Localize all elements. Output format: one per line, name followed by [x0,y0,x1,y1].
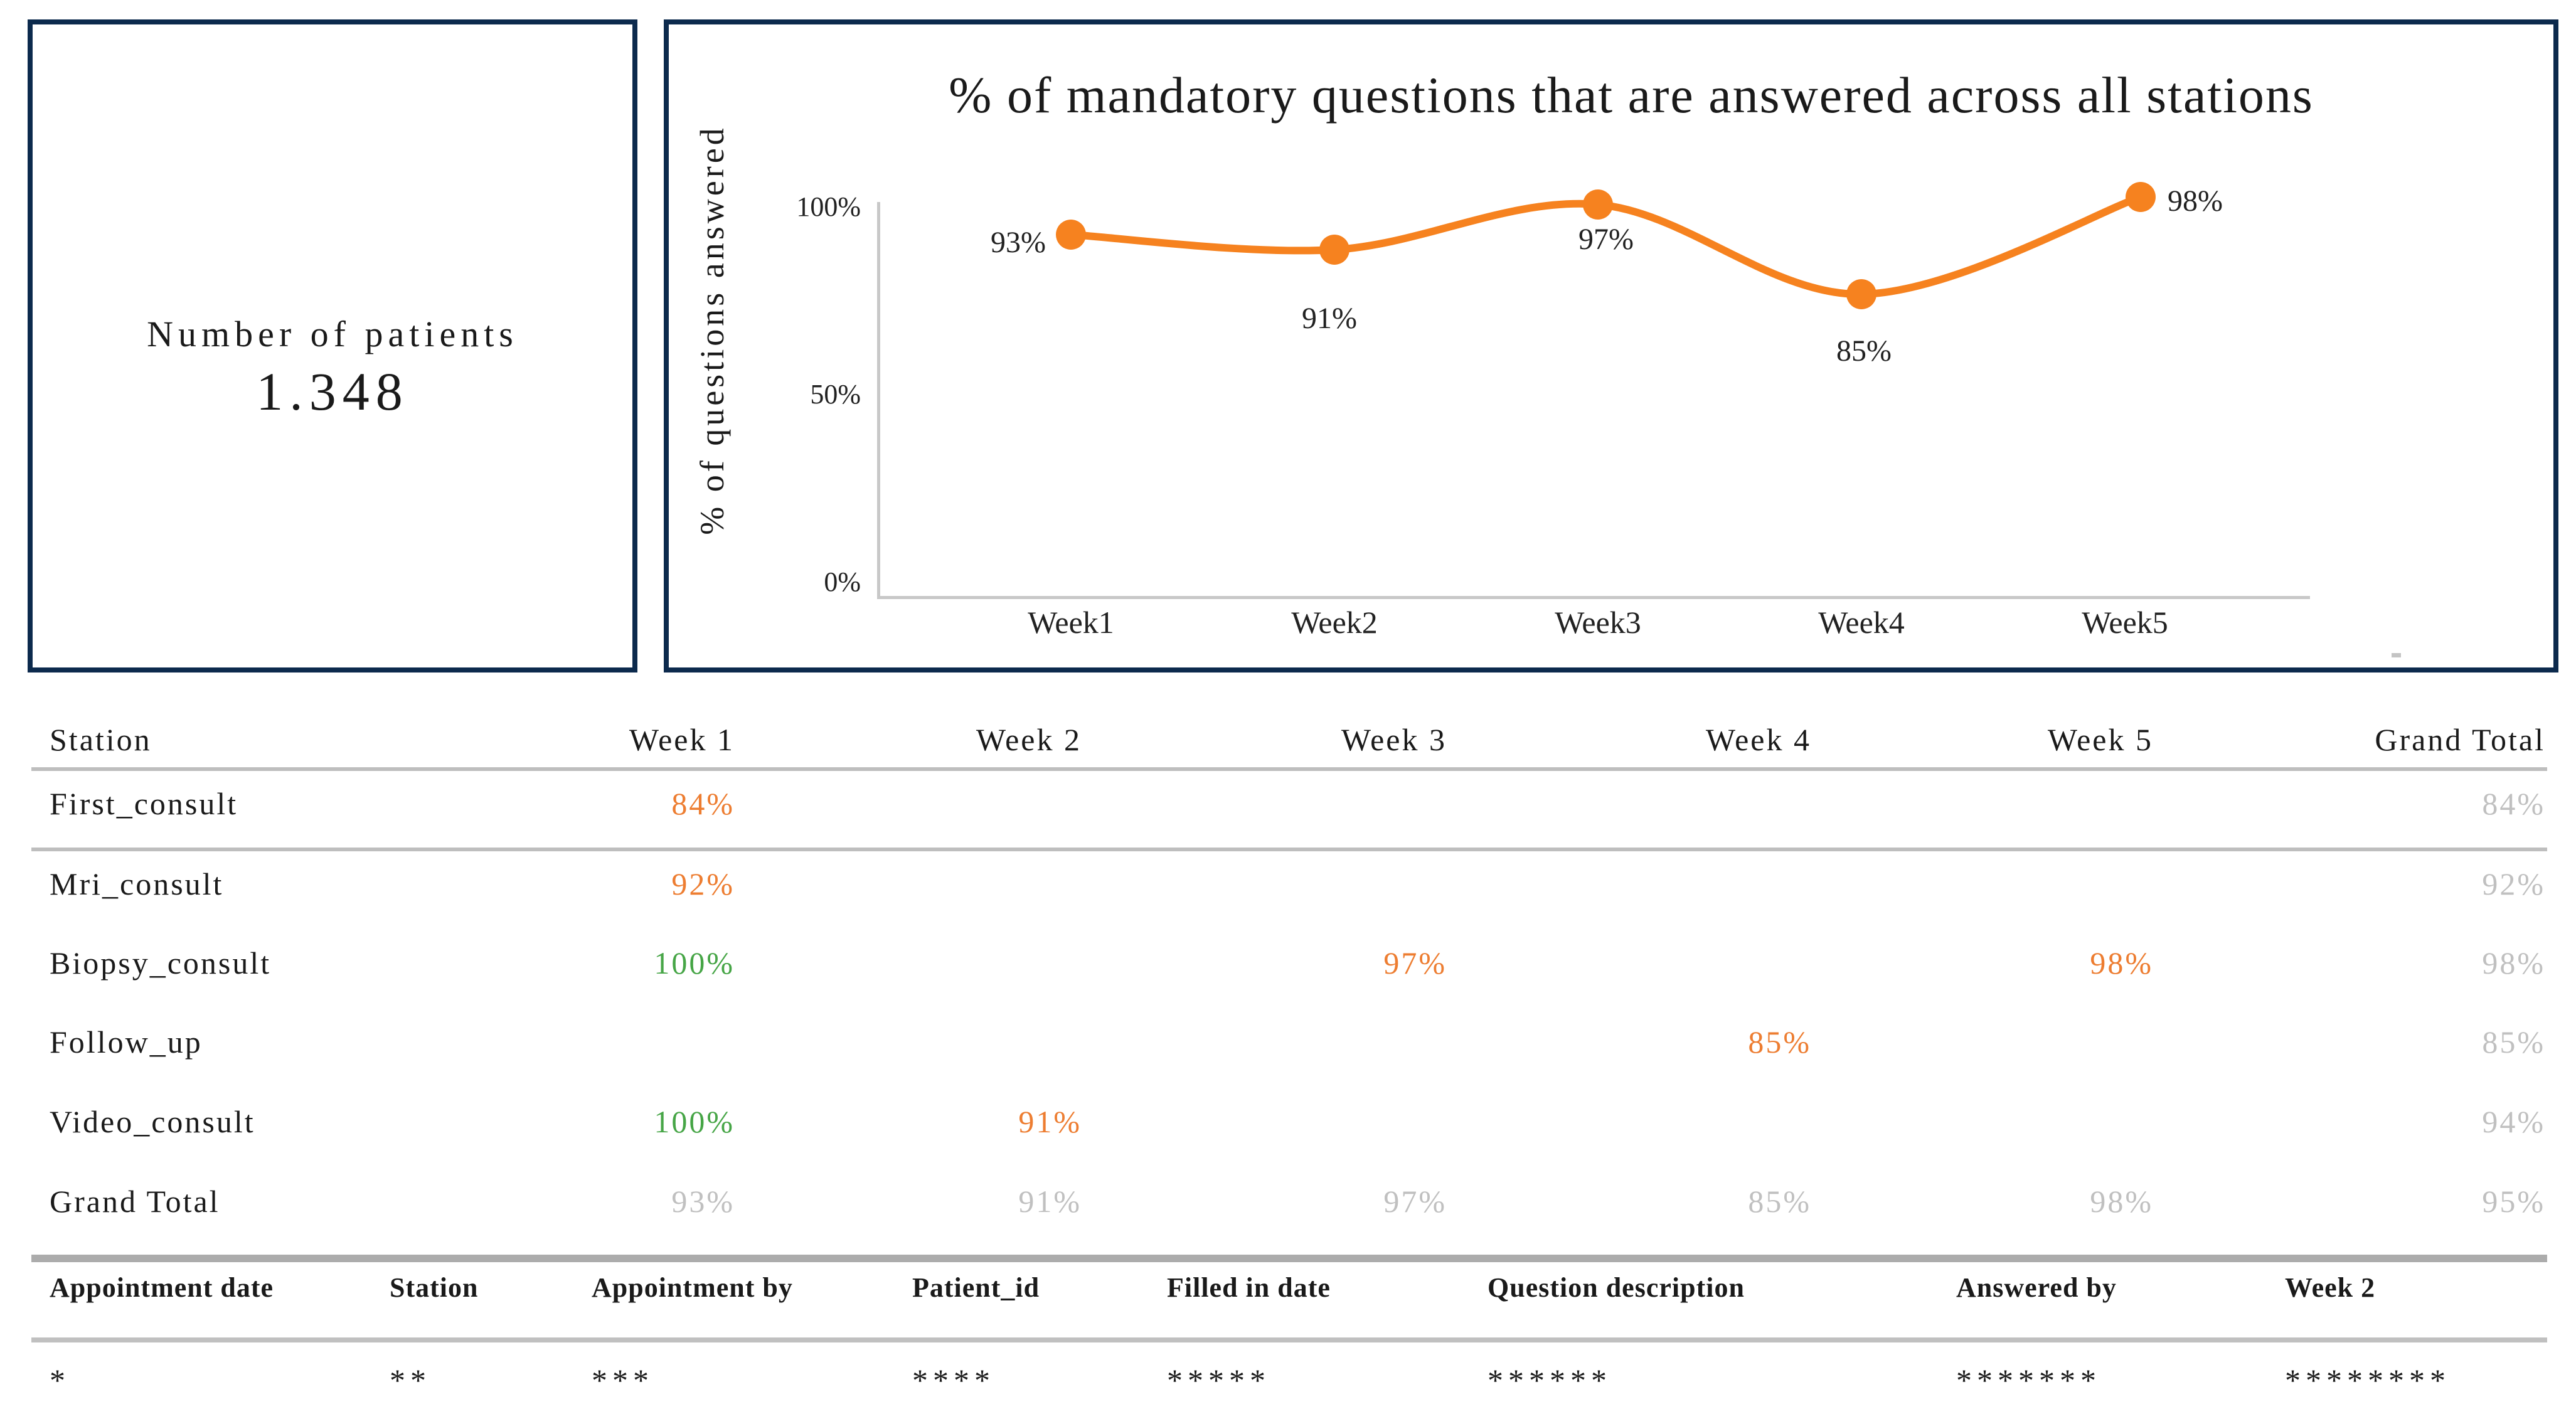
pivot-cell-value[interactable]: 98% [2090,945,2153,981]
pivot-cell-value[interactable]: 97% [1383,1184,1447,1219]
pivot-row-label[interactable]: Follow_up [50,1024,203,1060]
data-point-dot[interactable] [2126,182,2156,212]
table-divider [31,767,2547,771]
detail-column-header[interactable]: Station [390,1272,479,1303]
detail-cell-value[interactable]: **** [912,1363,995,1398]
data-point-label: 91% [1302,302,1357,335]
table-divider [31,1337,2547,1342]
detail-column-header[interactable]: Question description [1488,1272,1745,1303]
detail-cell-value[interactable]: ******* [1956,1363,2101,1398]
detail-cell-value[interactable]: *** [592,1363,654,1398]
data-point-label: 98% [2168,184,2223,218]
detail-cell-value[interactable]: ******** [2285,1363,2451,1398]
data-point-dot[interactable] [1583,189,1613,220]
detail-column-header[interactable]: Appointment by [592,1272,793,1303]
x-tick-label: Week3 [1555,605,1641,640]
x-tick-label: Week4 [1818,605,1905,640]
y-tick-label: 100% [796,191,861,222]
detail-column-header[interactable]: Appointment date [50,1272,274,1303]
pivot-cell-value[interactable]: 85% [1748,1184,1811,1219]
chart-title: % of mandatory questions that are answer… [949,66,2314,124]
y-tick-label: 50% [810,379,861,410]
pivot-row-label[interactable]: First_consult [50,786,238,821]
pivot-cell-value[interactable]: 92% [671,866,735,901]
pivot-column-header[interactable]: Station [50,722,152,757]
pivot-row-label[interactable]: Biopsy_consult [50,945,272,981]
pivot-cell-value[interactable]: 98% [2482,945,2545,981]
kpi-card [28,19,637,672]
pivot-cell-value[interactable]: 91% [1018,1184,1082,1219]
detail-column-header[interactable]: Filled in date [1167,1272,1331,1303]
pivot-column-header[interactable]: Week 4 [1705,722,1811,757]
detail-column-header[interactable]: Answered by [1956,1272,2117,1303]
y-axis-title: % of questions answered [693,125,731,535]
data-point-label: 97% [1578,223,1634,256]
pivot-column-header[interactable]: Week 2 [976,722,1082,757]
detail-cell-value[interactable]: ** [390,1363,431,1398]
line-chart-card [664,19,2558,672]
data-point-dot[interactable] [1056,220,1086,250]
pivot-cell-value[interactable]: 98% [2090,1184,2153,1219]
pivot-column-header[interactable]: Week 5 [2047,722,2153,757]
kpi-value: 1.348 [256,361,409,422]
table-divider [31,848,2547,851]
data-point-label: 93% [991,226,1046,259]
pivot-cell-value[interactable]: 97% [1383,945,1447,981]
pivot-column-header[interactable]: Grand Total [2375,722,2545,757]
data-point-dot[interactable] [1319,235,1349,265]
data-point-dot[interactable] [1846,279,1876,309]
pivot-cell-value[interactable]: 100% [654,945,735,981]
pivot-cell-value[interactable]: 84% [671,786,735,821]
detail-column-header[interactable]: Patient_id [912,1272,1040,1303]
x-tick-label: Week2 [1291,605,1378,640]
pivot-column-header[interactable]: Week 3 [1341,722,1447,757]
x-axis-line [877,596,2310,599]
x-tick-label: Week5 [2082,605,2168,640]
detail-column-header[interactable]: Week 2 [2285,1272,2376,1303]
pivot-cell-value[interactable]: 92% [2482,866,2545,901]
detail-cell-value[interactable]: * [50,1363,70,1398]
y-axis-line [877,202,880,598]
pivot-row-label[interactable]: Mri_consult [50,866,224,901]
pivot-cell-value[interactable]: 85% [1748,1024,1811,1060]
detail-cell-value[interactable]: ****** [1488,1363,1612,1398]
pivot-cell-value[interactable]: 93% [671,1184,735,1219]
pivot-cell-value[interactable]: 85% [2482,1024,2545,1060]
detail-cell-value[interactable]: ***** [1167,1363,1270,1398]
y-tick-label: 0% [824,566,861,597]
pivot-cell-value[interactable]: 100% [654,1104,735,1139]
pivot-row-label[interactable]: Video_consult [50,1104,255,1139]
kpi-title: Number of patients [147,314,518,354]
pivot-column-header[interactable]: Week 1 [629,722,735,757]
table-divider [31,1255,2547,1262]
x-tick-label: Week1 [1028,605,1114,640]
pivot-cell-value[interactable]: 91% [1018,1104,1082,1139]
pivot-cell-value[interactable]: 95% [2482,1184,2545,1219]
chart-scrollbar-nub[interactable] [2392,653,2401,657]
data-point-label: 85% [1836,334,1892,368]
pivot-cell-value[interactable]: 94% [2482,1104,2545,1139]
pivot-cell-value[interactable]: 84% [2482,786,2545,821]
pivot-row-label[interactable]: Grand Total [50,1184,220,1219]
